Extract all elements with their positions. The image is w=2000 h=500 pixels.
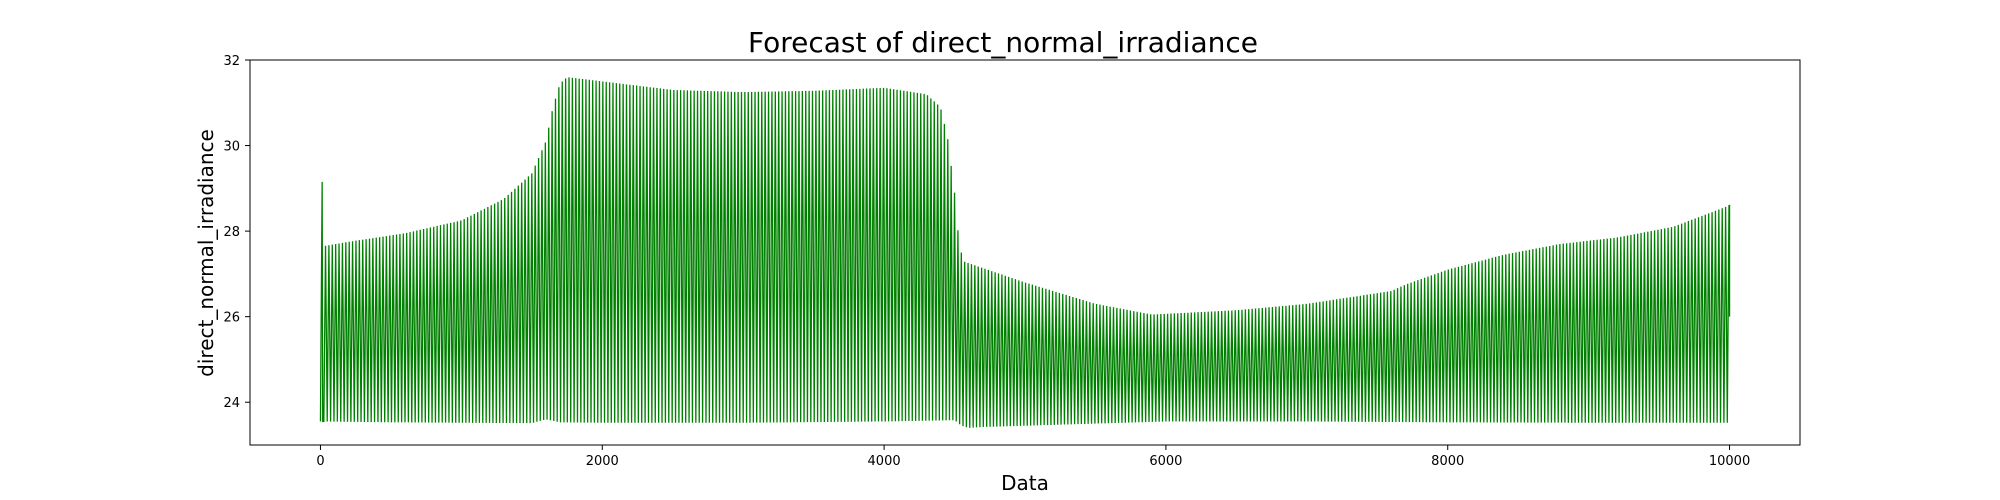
chart-title: Forecast of direct_normal_irradiance <box>748 26 1258 59</box>
x-tick-label: 6000 <box>1149 454 1182 469</box>
plot-frame <box>249 59 1801 446</box>
y-axis: 24 26 28 30 32 <box>223 54 250 411</box>
x-axis: 0 2000 4000 6000 8000 10000 <box>316 445 1750 469</box>
x-axis-title: Data <box>1001 471 1049 495</box>
y-axis-title: direct_normal_irradiance <box>194 129 218 377</box>
x-tick-label: 8000 <box>1431 454 1464 469</box>
x-tick-label: 10000 <box>1709 454 1750 469</box>
y-tick-label: 24 <box>223 396 240 411</box>
series-line <box>319 77 1731 428</box>
x-tick-label: 0 <box>316 454 324 469</box>
x-tick-label: 2000 <box>586 454 619 469</box>
y-tick-label: 26 <box>223 311 240 326</box>
plot-area <box>249 59 1801 446</box>
y-tick-label: 30 <box>223 140 240 155</box>
series-layer <box>319 77 1731 428</box>
x-tick-label: 4000 <box>868 454 901 469</box>
y-tick-label: 32 <box>223 54 240 69</box>
y-tick-label: 28 <box>223 225 240 240</box>
